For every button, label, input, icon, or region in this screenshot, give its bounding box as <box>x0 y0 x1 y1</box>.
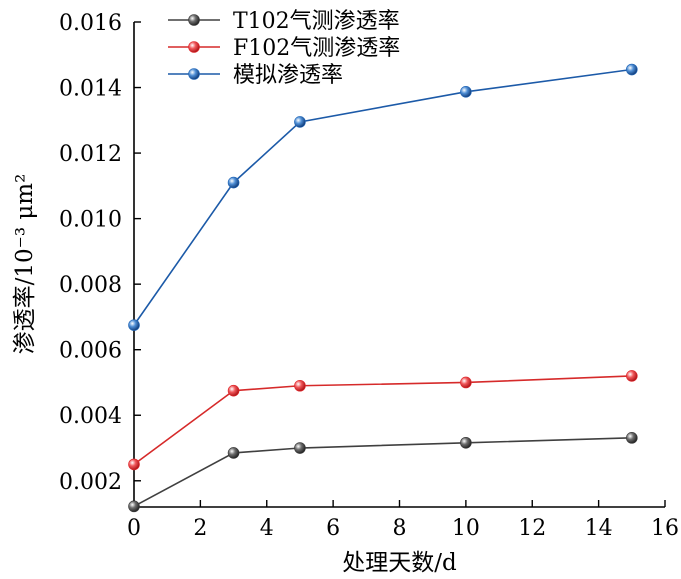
data-point <box>460 376 472 389</box>
y-tick-label: 0.006 <box>59 339 122 364</box>
series-lines <box>133 68 632 508</box>
x-tick-label: 14 <box>585 516 613 541</box>
series-line <box>133 375 632 466</box>
data-point <box>626 432 638 444</box>
x-tick-label: 4 <box>260 516 274 541</box>
x-ticks: 0 2 4 6 8 10 12 14 16 <box>127 500 679 541</box>
y-tick-label: 0.008 <box>59 273 122 298</box>
data-point <box>460 436 472 449</box>
data-point <box>460 86 472 98</box>
series-points <box>128 63 638 513</box>
data-point <box>294 442 306 454</box>
series-line <box>133 68 632 326</box>
data-point <box>128 319 140 331</box>
axes <box>133 22 665 508</box>
y-tick-label: 0.014 <box>59 77 122 102</box>
x-tick-label: 2 <box>193 516 207 541</box>
series-line <box>133 437 632 508</box>
data-point <box>626 370 638 382</box>
data-point <box>128 458 140 471</box>
y-ticks: 0.002 0.004 0.006 0.008 0.010 0.012 0.014 0.016 <box>59 11 141 495</box>
y-tick-label: 0.002 <box>59 470 122 495</box>
x-tick-label: 8 <box>393 516 407 541</box>
data-point <box>626 63 638 76</box>
y-tick-label: 0.012 <box>59 142 122 167</box>
data-point <box>227 176 240 189</box>
x-tick-label: 6 <box>326 516 340 541</box>
y-tick-label: 0.004 <box>59 404 122 429</box>
x-axis-title: 处理天数/d <box>342 550 457 576</box>
y-tick-label: 0.016 <box>59 11 122 36</box>
data-point <box>128 500 140 513</box>
data-point <box>227 384 240 397</box>
data-point <box>227 447 240 459</box>
legend-marker <box>188 41 200 53</box>
y-tick-label: 0.010 <box>59 208 122 233</box>
legend-label: 模拟渗透率 <box>233 63 343 88</box>
x-tick-label: 16 <box>651 516 679 541</box>
x-tick-label: 10 <box>452 516 480 541</box>
data-point <box>294 379 306 392</box>
legend-label: T102气测渗透率 <box>233 9 400 34</box>
x-tick-label: 12 <box>518 516 546 541</box>
y-axis-title: 渗透率/10⁻³ μm² <box>12 174 38 355</box>
x-tick-label: 0 <box>127 516 141 541</box>
legend-label: F102气测渗透率 <box>233 36 400 61</box>
legend-marker <box>188 14 200 26</box>
data-point <box>294 116 306 128</box>
legend-marker <box>188 68 200 80</box>
